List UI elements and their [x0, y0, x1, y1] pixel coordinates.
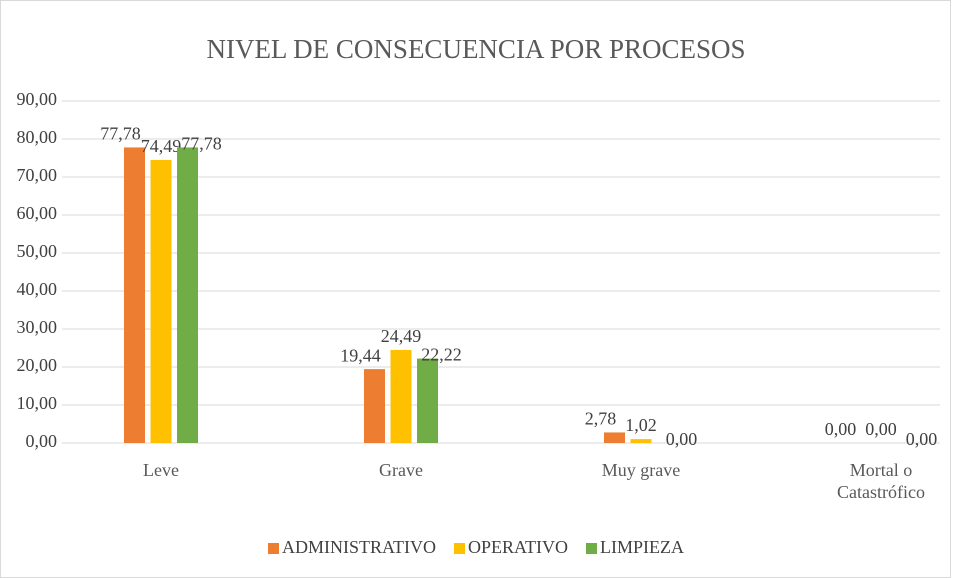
- legend-swatch: [586, 543, 598, 554]
- legend-swatch: [267, 543, 279, 554]
- chart-title: NIVEL DE CONSECUENCIA POR PROCESOS: [206, 34, 745, 64]
- x-tick-label: Mortal o Catastrófico: [837, 460, 925, 502]
- legend: ADMINISTRATIVO OPERATIVO LIMPIEZA: [267, 537, 684, 557]
- y-tick-label: 90,00: [17, 89, 58, 109]
- legend-label: ADMINISTRATIVO: [282, 537, 436, 557]
- legend-label: LIMPIEZA: [600, 537, 684, 557]
- x-tick-label-box: Leve: [143, 460, 179, 480]
- legend-item: ADMINISTRATIVO: [267, 537, 436, 557]
- legend-item: LIMPIEZA: [586, 537, 684, 557]
- bar: [364, 369, 385, 443]
- y-tick-label: 10,00: [17, 393, 58, 413]
- data-label: 24,49: [381, 326, 422, 346]
- y-tick-label: 70,00: [17, 165, 58, 185]
- x-tick-label-box: Muy grave: [601, 460, 681, 480]
- y-tick-label: 0,00: [26, 431, 58, 451]
- data-label: 0,00: [865, 419, 897, 439]
- x-tick-label-box: Grave: [379, 460, 423, 480]
- data-label: 74,49: [141, 136, 182, 156]
- x-tick-label: Grave: [379, 460, 423, 480]
- bar: [417, 358, 438, 443]
- legend-label: OPERATIVO: [468, 537, 568, 557]
- legend-swatch: [453, 543, 465, 554]
- data-label: 0,00: [666, 429, 698, 449]
- x-tick-label: Muy grave: [601, 460, 681, 480]
- data-label: 0,00: [906, 429, 938, 449]
- data-label: 0,00: [825, 419, 857, 439]
- bar: [630, 439, 652, 443]
- data-label: 77,78: [100, 124, 141, 144]
- y-tick-label: 30,00: [17, 317, 58, 337]
- y-tick-label: 60,00: [17, 203, 58, 223]
- data-label: 2,78: [585, 409, 617, 429]
- data-label: 77,78: [181, 134, 222, 154]
- bar: [390, 349, 412, 443]
- x-tick-label: Leve: [143, 460, 179, 480]
- bar: [604, 432, 625, 443]
- data-label: 1,02: [625, 415, 657, 435]
- bar: [124, 147, 145, 443]
- y-tick-label: 40,00: [17, 279, 58, 299]
- data-label: 19,44: [340, 345, 381, 365]
- y-tick-label: 50,00: [17, 241, 58, 261]
- bar: [150, 159, 172, 444]
- bar: [177, 147, 198, 443]
- legend-item: OPERATIVO: [453, 537, 568, 557]
- y-tick-label: 20,00: [17, 355, 58, 375]
- x-tick-label-box: Mortal o Catastrófico: [837, 460, 925, 502]
- y-tick-label: 80,00: [17, 127, 58, 147]
- data-label: 22,22: [421, 345, 462, 365]
